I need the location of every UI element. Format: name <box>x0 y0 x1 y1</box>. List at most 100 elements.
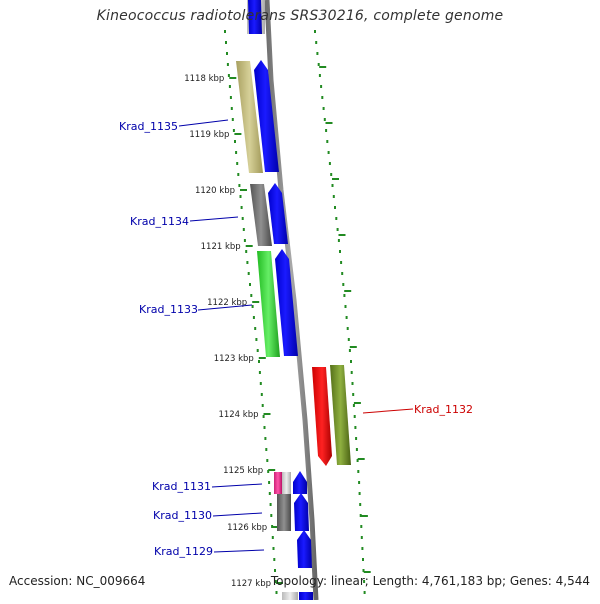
gene-bar-light-1131[interactable] <box>282 472 291 494</box>
track-dot-right <box>355 448 358 451</box>
track-dot-left <box>259 382 262 385</box>
track-dots <box>224 30 366 594</box>
track-dot-left <box>226 52 228 55</box>
gene-arrow-krad-1134[interactable] <box>268 183 288 244</box>
track-dot-left <box>242 228 245 231</box>
track-dot-left <box>268 481 271 484</box>
track-dot-right <box>354 426 357 429</box>
gene-label-krad-1133[interactable]: Krad_1133 <box>139 303 198 316</box>
track-dot-left <box>273 558 276 561</box>
gene-arrow-krad-1135[interactable] <box>254 60 279 172</box>
leader-krad-1132 <box>362 408 414 414</box>
gene-label-krad-1129[interactable]: Krad_1129 <box>154 545 213 558</box>
leader-krad-1133 <box>197 304 253 311</box>
track-dot-right <box>350 371 353 374</box>
track-dot-left <box>245 250 248 253</box>
ruler-tick-mark-right <box>344 290 352 292</box>
ruler-tick-mark-right <box>319 66 327 68</box>
track-dot-right <box>339 250 341 253</box>
gene-label-krad-1130[interactable]: Krad_1130 <box>153 509 212 522</box>
gene-bar-gray-1130[interactable] <box>277 494 291 531</box>
leader-krad-1135 <box>178 119 229 127</box>
track-dot-right <box>336 228 339 231</box>
gene-arrow-krad-1129[interactable] <box>297 530 312 568</box>
genome-summary: Topology: linear; Length: 4,761,183 bp; … <box>270 574 590 588</box>
gene-label-krad-1131[interactable]: Krad_1131 <box>152 480 211 493</box>
ruler-tick-mark-right <box>353 402 361 404</box>
gene-arrow-krad-1130[interactable] <box>294 493 309 531</box>
track-dot-right <box>362 558 364 561</box>
gene-labels: Krad_1135 Krad_1134 Krad_1133 Krad_1132 … <box>119 119 473 558</box>
ruler-tick-label: 1121 kbp <box>201 242 241 252</box>
track-dot-right <box>327 151 330 154</box>
gene-label-krad-1132[interactable]: Krad_1132 <box>414 403 473 416</box>
track-dot-left <box>265 448 268 451</box>
gene-label-krad-1135[interactable]: Krad_1135 <box>119 120 178 133</box>
map-title: Kineococcus radiotolerans SRS30216, comp… <box>96 8 504 24</box>
track-dot-left <box>261 404 264 407</box>
track-dot-left <box>232 129 235 132</box>
track-dot-left <box>251 305 254 308</box>
track-dot-right <box>348 349 351 352</box>
ruler-tick-label: 1118 kbp <box>184 74 224 84</box>
track-dot-left <box>229 96 232 99</box>
track-dot-left <box>249 283 251 286</box>
gene-bar-green-1133[interactable] <box>257 251 280 357</box>
ruler-tick-mark <box>229 77 237 79</box>
track-dot-left <box>231 118 234 121</box>
track-dot-left <box>267 470 270 473</box>
gene-bar-gray-1134[interactable] <box>250 184 272 246</box>
ruler-tick-mark-right <box>349 346 357 348</box>
gene-features <box>236 0 351 600</box>
gene-label-krad-1134[interactable]: Krad_1134 <box>130 215 189 228</box>
track-dot-right <box>340 261 343 264</box>
track-dot-left <box>258 360 260 363</box>
track-dot-right <box>353 415 356 418</box>
ruler-tick-mark <box>245 245 253 247</box>
ruler-tick-mark-right <box>360 515 368 517</box>
leader-krad-1130 <box>212 512 263 517</box>
accession-label: Accession: NC_009664 <box>9 574 146 588</box>
track-dot-right <box>362 569 365 572</box>
track-dot-left <box>271 525 274 528</box>
track-dot-left <box>268 492 271 495</box>
gene-feature-bottom-light[interactable] <box>282 592 298 600</box>
track-dot-right <box>359 514 362 517</box>
ruler-tick-mark <box>252 301 260 303</box>
track-dot-left <box>240 206 243 209</box>
gene-bar-pink-1131[interactable] <box>274 472 282 494</box>
track-dot-right <box>352 393 355 396</box>
track-dot-left <box>239 195 242 198</box>
track-dot-left <box>269 503 272 506</box>
gene-bar-olive-1132[interactable] <box>330 365 351 465</box>
track-dot-left <box>241 217 244 220</box>
track-dot-left <box>258 371 261 374</box>
gene-arrow-top-blue[interactable] <box>248 0 262 34</box>
track-dot-right <box>347 338 350 341</box>
track-dot-right <box>317 63 320 66</box>
track-dot-left <box>226 63 229 66</box>
gene-arrow-krad-1131[interactable] <box>293 471 307 494</box>
gene-bar-khaki-1135[interactable] <box>236 61 263 173</box>
ruler-tick-label: 1127 kbp <box>231 579 271 589</box>
ruler-tick-label: 1119 kbp <box>189 130 229 140</box>
track-dot-left <box>252 316 255 319</box>
track-dot-left <box>237 173 240 176</box>
track-dot-right <box>325 129 328 132</box>
ruler-tick-mark <box>263 413 271 415</box>
gene-feature-bottom-blue[interactable] <box>299 592 313 600</box>
gene-arrow-krad-1132[interactable] <box>312 367 332 466</box>
track-dot-left <box>271 536 274 539</box>
ruler-tick-mark-right <box>332 178 339 180</box>
track-dot-right <box>314 30 316 33</box>
track-dot-right <box>326 140 329 143</box>
track-dot-left <box>247 272 250 275</box>
track-dot-right <box>359 503 362 506</box>
track-dot-right <box>363 591 366 594</box>
track-dot-left <box>263 426 266 429</box>
gene-arrow-krad-1133[interactable] <box>275 249 298 356</box>
track-dot-left <box>274 569 276 572</box>
leader-krad-1131 <box>211 483 263 488</box>
track-dot-right <box>328 162 331 165</box>
